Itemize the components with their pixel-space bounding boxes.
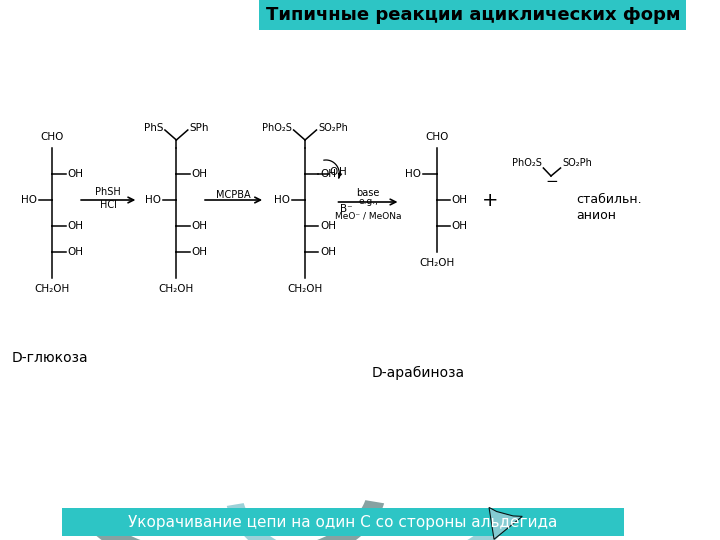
- Polygon shape: [489, 508, 522, 539]
- Text: PhSH: PhSH: [95, 187, 121, 197]
- Text: стабильн.
анион: стабильн. анион: [577, 193, 642, 222]
- FancyBboxPatch shape: [62, 508, 624, 536]
- Text: OH: OH: [320, 247, 336, 257]
- Text: O: O: [330, 167, 338, 177]
- Text: SO₂Ph: SO₂Ph: [562, 158, 593, 168]
- Text: Укорачивание цепи на один С со стороны альдегида: Укорачивание цепи на один С со стороны а…: [128, 515, 558, 530]
- Text: −: −: [546, 174, 558, 190]
- Text: MeO⁻ / MeONa: MeO⁻ / MeONa: [335, 212, 401, 220]
- Text: HO: HO: [21, 195, 37, 205]
- Text: OH: OH: [68, 247, 84, 257]
- Text: CH₂OH: CH₂OH: [287, 284, 323, 294]
- Text: OH: OH: [192, 169, 207, 179]
- Text: HCl: HCl: [100, 200, 117, 210]
- Polygon shape: [79, 500, 384, 540]
- Text: PhO₂S: PhO₂S: [262, 123, 292, 133]
- Text: MCPBA: MCPBA: [216, 190, 251, 200]
- Text: +: +: [482, 191, 498, 210]
- Text: Типичные реакции ациклических форм: Типичные реакции ациклических форм: [266, 6, 680, 24]
- Text: OH: OH: [68, 221, 84, 231]
- Text: B⁻: B⁻: [341, 204, 353, 214]
- Text: SPh: SPh: [189, 123, 210, 133]
- Text: OH: OH: [192, 247, 207, 257]
- Text: D-глюкоза: D-глюкоза: [12, 351, 88, 365]
- Text: PhS: PhS: [145, 123, 164, 133]
- Text: base: base: [356, 188, 379, 198]
- Text: e.g.,: e.g.,: [358, 197, 378, 206]
- Text: SO₂Ph: SO₂Ph: [318, 123, 348, 133]
- Text: OH: OH: [320, 169, 336, 179]
- FancyBboxPatch shape: [259, 0, 686, 30]
- Text: D-арабиноза: D-арабиноза: [372, 366, 465, 380]
- Text: HO: HO: [145, 195, 161, 205]
- Text: CH₂OH: CH₂OH: [419, 258, 454, 268]
- Text: CHO: CHO: [425, 132, 449, 142]
- Text: HO: HO: [274, 195, 289, 205]
- Polygon shape: [227, 503, 514, 540]
- Text: HO: HO: [405, 169, 421, 179]
- Text: OH: OH: [68, 169, 84, 179]
- Text: OH: OH: [320, 221, 336, 231]
- Text: H: H: [339, 167, 347, 177]
- Text: OH: OH: [452, 195, 468, 205]
- Text: OH: OH: [192, 221, 207, 231]
- Text: CH₂OH: CH₂OH: [35, 284, 70, 294]
- Text: CH₂OH: CH₂OH: [158, 284, 194, 294]
- Text: OH: OH: [452, 221, 468, 231]
- Text: CHO: CHO: [41, 132, 64, 142]
- Text: PhO₂S: PhO₂S: [512, 158, 541, 168]
